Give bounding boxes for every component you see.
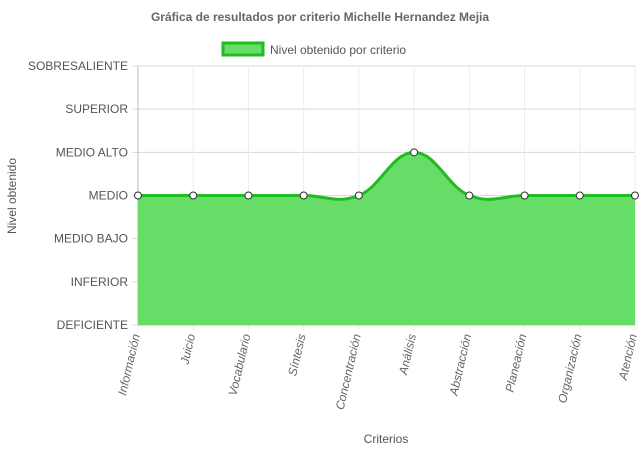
x-tick-label: Planeación — [502, 332, 529, 393]
data-point-3[interactable] — [299, 191, 308, 200]
y-tick-label: SUPERIOR — [65, 102, 128, 116]
y-tick-label: MEDIO — [89, 189, 128, 203]
x-tick-label: Información — [115, 332, 143, 397]
x-tick-label: Atención — [616, 332, 639, 382]
legend[interactable]: Nivel obtenido por criterio — [221, 41, 406, 57]
plot-area — [138, 150, 635, 325]
data-point-4[interactable] — [354, 191, 363, 200]
x-tick-label: Análisis — [396, 333, 419, 377]
y-tick-label: MEDIO ALTO — [56, 145, 128, 159]
y-axis-ticks: DEFICIENTE INFERIOR MEDIO BAJO MEDIO MEDIO A… — [28, 59, 128, 332]
data-point-9[interactable] — [631, 191, 639, 200]
y-tick-label: MEDIO BAJO — [54, 232, 128, 246]
x-tick-label: Organización — [555, 332, 585, 404]
y-axis-label: Nivel obtenido — [5, 158, 19, 234]
y-tick-label: DEFICIENTE — [57, 318, 128, 332]
data-point-6[interactable] — [465, 191, 474, 200]
x-tick-label: Vocabulario — [226, 332, 254, 397]
data-point-8[interactable] — [575, 191, 584, 200]
x-tick-label: Abstracción — [446, 332, 474, 398]
legend-swatch — [221, 41, 265, 57]
data-point-2[interactable] — [244, 191, 253, 200]
data-point-1[interactable] — [189, 191, 198, 200]
chart-title: Gráfica de resultados por criterio Miche… — [151, 10, 489, 24]
y-tick-label: INFERIOR — [71, 275, 129, 289]
x-tick-label: Síntesis — [285, 333, 308, 378]
legend-label: Nivel obtenido por criterio — [270, 43, 406, 57]
series-line — [138, 150, 635, 201]
x-axis-label: Criterios — [364, 432, 409, 446]
data-point-5[interactable] — [410, 148, 419, 157]
x-tick-label: Concentración — [333, 332, 364, 411]
data-points — [134, 148, 639, 200]
data-point-7[interactable] — [520, 191, 529, 200]
y-tick-label: SOBRESALIENTE — [28, 59, 128, 73]
x-tick-label: Juicio — [177, 332, 198, 366]
series-area — [138, 152, 635, 325]
data-point-0[interactable] — [134, 191, 142, 200]
x-axis-ticks: Información Juicio Vocabulario Síntesis Conc… — [115, 332, 639, 411]
